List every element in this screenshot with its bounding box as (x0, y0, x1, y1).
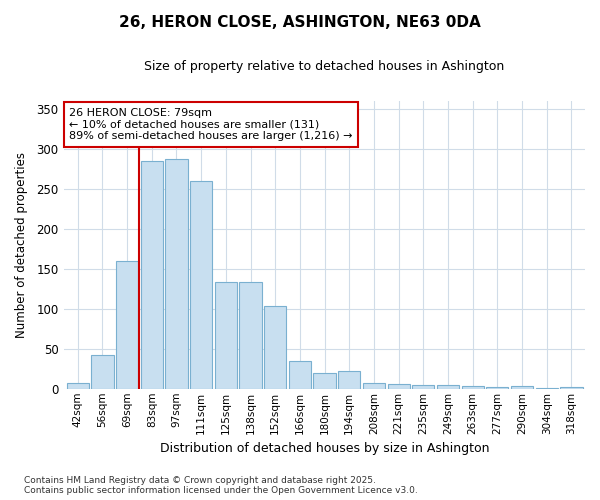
Bar (239, 282, 262, 389)
Bar (215, 282, 237, 389)
Bar (67, 383, 89, 389)
Bar (190, 180, 212, 389)
Text: 26, HERON CLOSE, ASHINGTON, NE63 0DA: 26, HERON CLOSE, ASHINGTON, NE63 0DA (119, 15, 481, 30)
Bar (486, 387, 508, 389)
Bar (289, 360, 311, 389)
Bar (338, 371, 361, 389)
Text: 26 HERON CLOSE: 79sqm
← 10% of detached houses are smaller (131)
89% of semi-det: 26 HERON CLOSE: 79sqm ← 10% of detached … (70, 108, 353, 141)
Bar (116, 260, 138, 389)
Bar (91, 355, 113, 389)
Bar (536, 388, 558, 389)
Bar (461, 386, 484, 389)
Bar (412, 385, 434, 389)
Bar (363, 383, 385, 389)
Bar (511, 386, 533, 389)
Bar (313, 373, 335, 389)
Bar (388, 384, 410, 389)
Bar (264, 306, 286, 389)
Y-axis label: Number of detached properties: Number of detached properties (15, 152, 28, 338)
Bar (437, 385, 459, 389)
Bar (560, 387, 583, 389)
Bar (166, 159, 188, 389)
X-axis label: Distribution of detached houses by size in Ashington: Distribution of detached houses by size … (160, 442, 490, 455)
Text: Contains HM Land Registry data © Crown copyright and database right 2025.
Contai: Contains HM Land Registry data © Crown c… (24, 476, 418, 495)
Title: Size of property relative to detached houses in Ashington: Size of property relative to detached ho… (145, 60, 505, 73)
Bar (140, 160, 163, 389)
